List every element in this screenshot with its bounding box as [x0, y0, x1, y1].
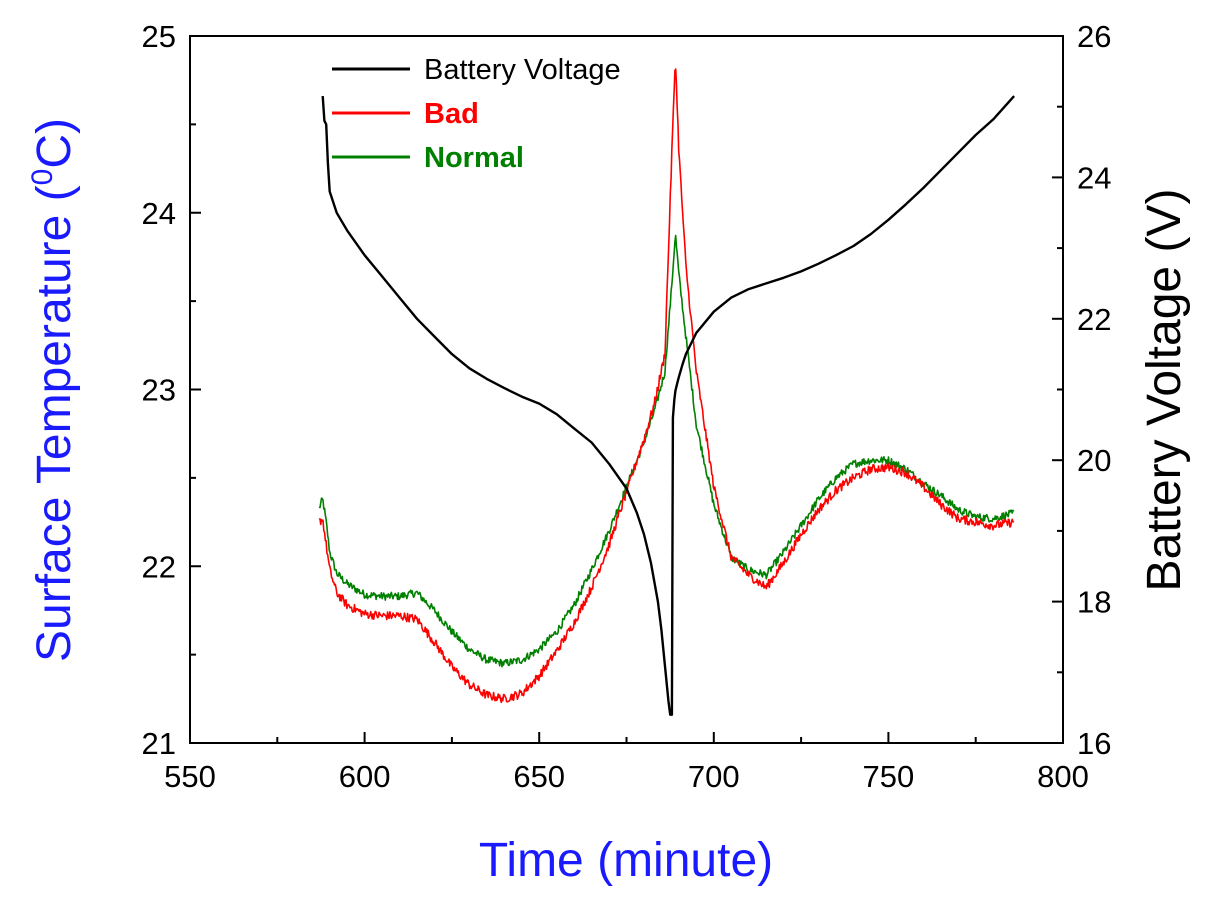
- y-right-tick-label: 16: [1077, 726, 1111, 761]
- tick-layer: 550 600 650 700 750 800 21 22 23 24 25 16 18 20 22 24 26: [142, 19, 1112, 794]
- x-tick-label: 800: [1037, 759, 1089, 794]
- x-tick-label: 700: [688, 759, 740, 794]
- y-right-tick-label: 24: [1077, 160, 1111, 195]
- x-tick-label: 750: [863, 759, 915, 794]
- y-left-tick-label: 23: [142, 373, 176, 408]
- y-left-tick-label: 25: [142, 19, 176, 54]
- series-layer: [318, 68, 1015, 716]
- legend-label: Bad: [424, 98, 479, 130]
- y-right-tick-label: 20: [1077, 443, 1111, 478]
- y-left-tick-label: 21: [142, 726, 176, 761]
- legend: Battery Voltage Bad Normal: [332, 54, 621, 174]
- y-left-tick-label: 22: [142, 549, 176, 584]
- y-right-tick-label: 22: [1077, 302, 1111, 337]
- plot-frame: [189, 35, 1064, 744]
- x-tick-label: 600: [339, 759, 391, 794]
- y-left-axis-title-main: Surface Temperature (: [28, 185, 81, 662]
- y-right-tick-label: 26: [1077, 19, 1111, 54]
- y-left-tick-label: 24: [142, 196, 176, 231]
- x-axis-title: Time (minute): [479, 834, 773, 887]
- series-line-battery-voltage: [321, 95, 1015, 716]
- x-tick-label: 650: [513, 759, 565, 794]
- y-left-axis-title-superscript: 0: [26, 169, 59, 186]
- x-tick-label: 550: [164, 759, 216, 794]
- series-line-normal: [318, 234, 1015, 668]
- y-right-axis-title: Battery Voltage (V): [1138, 189, 1191, 592]
- y-left-axis-title-unit: C): [28, 118, 81, 169]
- series-line-bad: [318, 68, 1015, 704]
- legend-label: Battery Voltage: [424, 54, 621, 86]
- legend-label: Normal: [424, 142, 524, 174]
- y-right-tick-label: 18: [1077, 585, 1111, 620]
- y-left-axis-title: Surface Temperature (0C): [26, 118, 81, 662]
